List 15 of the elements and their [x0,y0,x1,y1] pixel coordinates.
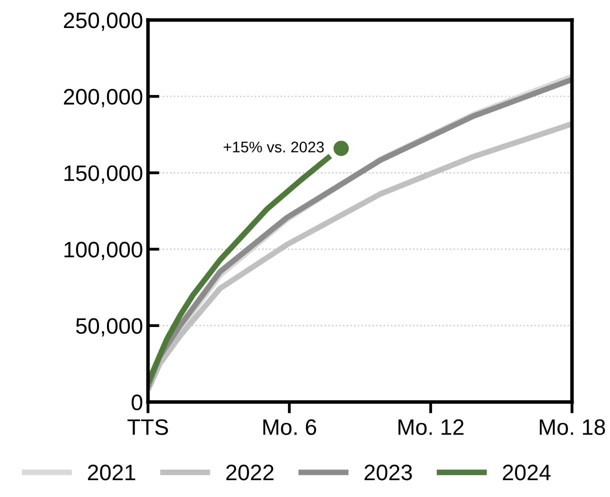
annotation: +15% vs. 2023 [224,142,324,152]
y-tick-label: 50,000 [76,318,142,336]
x-tick-label: TTS [128,419,168,435]
legend-label: 2023 [364,464,412,480]
y-tick-label: 200,000 [64,88,142,108]
y-tick-label: 0 [132,394,142,410]
x-tick-label: Mo. 6 [263,419,316,435]
y-tick-label: 250,000 [64,12,142,31]
legend-label: 2022 [226,464,274,480]
y-tick-label: 100,000 [64,242,142,260]
x-tick-label: Mo. 12 [398,419,464,435]
x-tick-label: Mo. 18 [540,419,606,435]
y-tick-label: 150,000 [64,165,142,184]
legend-label: 2021 [88,464,136,480]
legend-label: 2024 [502,464,551,480]
